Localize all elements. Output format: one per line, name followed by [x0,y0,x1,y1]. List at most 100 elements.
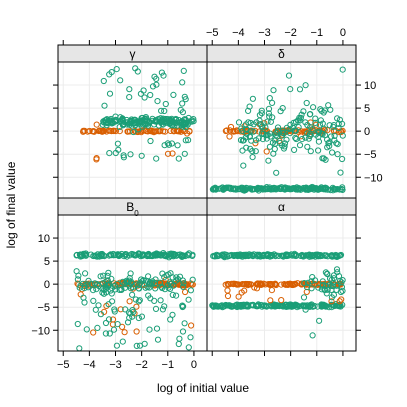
data-point [174,251,181,258]
points-alpha [209,250,346,339]
y-tick-label: 10 [364,80,376,92]
data-point [227,123,235,131]
data-point [257,253,264,260]
data-point [223,184,230,191]
data-point [159,284,166,292]
data-point [243,281,250,288]
data-point [83,326,90,333]
data-point [129,291,136,298]
data-point [246,281,253,288]
data-point [93,156,100,163]
data-point [302,134,309,141]
data-point [271,145,278,153]
data-point [247,145,254,152]
data-point [300,294,308,301]
panel-alpha: α [206,197,357,352]
data-point [304,143,311,150]
data-point [152,305,160,312]
y-tick-label: −10 [31,325,50,337]
y-tick-label: 0 [364,126,370,138]
data-point [175,340,182,348]
data-point [108,69,115,76]
data-point [235,119,243,126]
data-point [188,118,195,125]
data-point [124,121,131,128]
data-point [339,132,346,139]
data-point [130,128,137,136]
data-point [124,128,131,135]
data-point [264,186,271,193]
data-point [245,119,252,126]
data-point [161,252,168,259]
data-point [90,329,97,336]
data-point [169,150,176,157]
data-point [146,326,153,333]
data-point [315,138,322,145]
data-point [108,290,115,297]
data-point [123,277,130,284]
data-point [249,154,256,161]
data-point [265,105,273,113]
data-point [174,142,181,149]
data-point [287,130,294,137]
data-point [175,128,183,135]
data-point [337,251,345,259]
data-point [291,146,298,153]
x-tick-label: −3 [109,359,122,371]
data-point [331,128,338,135]
data-point [177,251,184,258]
data-point [160,72,167,79]
panel-delta: δ [206,44,357,199]
data-point [314,186,321,193]
data-point [286,126,293,133]
data-point [117,77,124,84]
data-point [211,252,218,260]
data-point [133,342,140,349]
data-point [300,253,308,260]
data-point [238,301,245,309]
data-point [301,280,308,287]
data-point [108,128,115,135]
data-point [265,157,272,164]
data-point [230,280,237,287]
data-point [248,137,255,144]
data-point [245,303,252,310]
data-point [334,151,341,158]
data-point [106,90,114,97]
data-point [126,121,133,128]
data-point [262,302,269,309]
data-point [302,302,309,309]
data-point [230,252,237,259]
data-point [274,133,281,140]
data-point [336,116,343,123]
data-point [149,83,157,90]
data-point [116,286,123,293]
data-point [263,148,270,155]
data-point [298,136,306,143]
panel-B0: B0 [57,197,208,352]
data-point [243,144,250,151]
data-point [133,281,140,288]
data-point [333,286,340,293]
data-point [286,280,293,287]
data-point [145,278,152,285]
data-point [126,298,133,305]
data-point [79,252,86,259]
data-point [127,151,134,158]
data-point [324,127,331,134]
data-point [147,91,154,99]
data-point [158,107,165,114]
data-point [338,185,345,193]
panels-layer: γ δ B0 α [57,44,357,352]
data-point [335,125,342,132]
data-point [336,302,343,309]
data-point [329,253,336,260]
data-point [246,133,253,140]
data-point [302,119,309,126]
data-point [278,184,285,191]
data-point [319,155,326,162]
data-point [332,186,339,193]
data-point [122,306,129,313]
data-point [85,284,92,291]
